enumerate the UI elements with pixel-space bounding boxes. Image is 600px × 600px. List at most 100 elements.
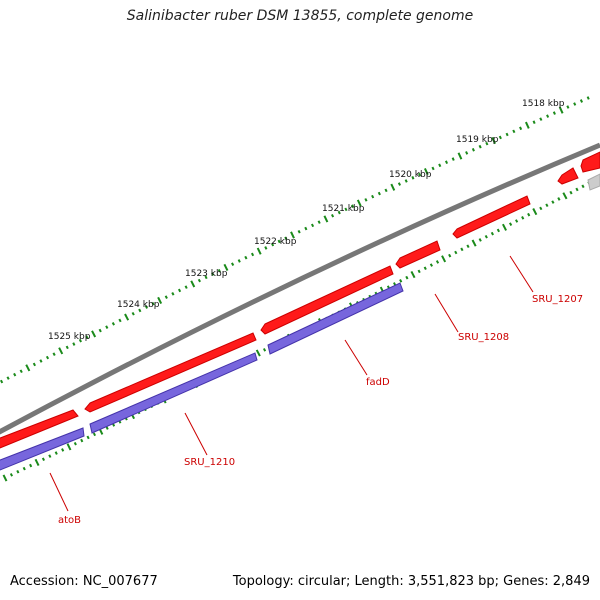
- inner-tick: [66, 443, 72, 451]
- outer-tick: [190, 280, 196, 288]
- outer-tick: [151, 301, 155, 306]
- kbp-label-1525: 1525 kbp: [48, 332, 91, 342]
- inner-tick: [2, 474, 8, 482]
- outer-tick: [377, 191, 381, 196]
- inner-tick: [581, 184, 585, 189]
- inner-tick: [86, 435, 90, 440]
- inner-tick: [48, 454, 52, 458]
- outer-tick: [25, 364, 31, 372]
- outer-tick: [157, 296, 163, 305]
- outer-tick: [390, 183, 396, 191]
- outer-tick: [264, 246, 268, 250]
- gene-labels: SRU_1207 SRU_1208 fadD SRU_1210 atoB: [58, 294, 583, 526]
- outer-tick: [284, 236, 288, 241]
- outer-tick: [72, 342, 76, 346]
- outer-tick-ring: [0, 96, 590, 384]
- outer-tick: [32, 362, 36, 367]
- inner-tick: [29, 463, 33, 468]
- inner-tick: [471, 239, 477, 247]
- gene-arrow-atob-forward: [0, 409, 79, 449]
- outer-tick: [558, 106, 564, 114]
- inner-tick: [496, 228, 500, 233]
- reverse-genes: [0, 282, 404, 471]
- outer-tick: [45, 355, 50, 360]
- inner-tick: [61, 448, 65, 452]
- gene-label-sru1208: SRU_1208: [458, 332, 509, 343]
- leader-sru1207: [509, 255, 534, 293]
- outer-tick: [539, 117, 543, 121]
- inner-tick: [41, 457, 46, 462]
- outer-tick: [444, 160, 449, 164]
- inner-tick: [569, 190, 573, 195]
- inner-tick: [429, 263, 433, 267]
- outer-tick: [297, 229, 301, 234]
- kbp-label-1523: 1523 kbp: [185, 269, 228, 279]
- outer-tick: [519, 126, 523, 131]
- inner-tick: [423, 266, 427, 271]
- outer-tick: [344, 207, 348, 212]
- outer-tick: [384, 188, 388, 193]
- outer-tick: [304, 226, 308, 231]
- inner-tick: [448, 253, 452, 258]
- inner-tick: [405, 275, 409, 280]
- outer-tick: [323, 215, 329, 223]
- outer-tick: [277, 239, 281, 244]
- inner-tick: [539, 206, 543, 211]
- outer-tick: [471, 148, 475, 152]
- gene-arrow-small-right: [557, 167, 579, 185]
- outer-tick: [98, 328, 102, 333]
- outer-tick: [566, 105, 570, 109]
- outer-tick: [124, 313, 130, 321]
- outer-tick: [573, 102, 577, 106]
- leader-sru1210: [184, 412, 208, 456]
- outer-tick: [78, 338, 82, 343]
- outer-tick: [58, 347, 64, 355]
- outer-tick: [310, 223, 315, 228]
- kbp-label-1521: 1521 kbp: [322, 204, 365, 214]
- gene-arrow-sru1208: [395, 240, 441, 269]
- outer-tick: [438, 163, 442, 168]
- inner-tick: [399, 279, 403, 283]
- inner-tick: [34, 458, 40, 467]
- outer-tick: [457, 152, 463, 160]
- gene-label-atob: atoB: [58, 515, 81, 526]
- outer-tick: [397, 182, 402, 186]
- inner-tick: [545, 203, 549, 208]
- outer-tick: [411, 176, 415, 180]
- inner-tick: [9, 473, 14, 477]
- outer-tick: [498, 135, 502, 140]
- inner-tick: [490, 231, 494, 236]
- kbp-label-1524: 1524 kbp: [117, 300, 160, 310]
- kbp-labels: 1518 kbp 1519 kbp 1520 kbp 1521 kbp 1522…: [48, 99, 565, 342]
- outer-tick: [404, 179, 408, 183]
- inner-tick: [551, 200, 555, 204]
- outer-tick: [105, 325, 109, 329]
- outer-tick: [0, 379, 4, 384]
- gene-label-sru1207: SRU_1207: [532, 294, 583, 305]
- inner-tick: [262, 348, 267, 352]
- inner-tick: [73, 441, 77, 446]
- outer-tick: [91, 330, 97, 338]
- outer-tick: [423, 167, 429, 176]
- gene-arrow-fadd-forward: [260, 265, 394, 335]
- outer-tick: [371, 194, 375, 199]
- gene-leader-lines: [49, 255, 534, 512]
- outer-tick: [317, 220, 321, 224]
- inner-tick: [532, 208, 538, 216]
- accession-text: Accession: NC_007677: [10, 574, 158, 589]
- gene-arrow-grey-right: [587, 173, 600, 191]
- genome-backbone: [0, 142, 600, 435]
- inner-tick: [509, 222, 513, 226]
- outer-tick: [546, 114, 550, 118]
- outer-tick: [65, 345, 69, 350]
- outer-tick: [337, 210, 341, 215]
- gene-arrow-atob-reverse: [0, 427, 85, 471]
- forward-genes: [0, 151, 600, 449]
- outer-tick: [39, 359, 43, 363]
- outer-tick: [478, 144, 482, 149]
- outer-tick: [13, 372, 17, 377]
- outer-tick: [485, 141, 489, 146]
- outer-tick: [532, 120, 536, 124]
- outer-tick: [256, 247, 262, 255]
